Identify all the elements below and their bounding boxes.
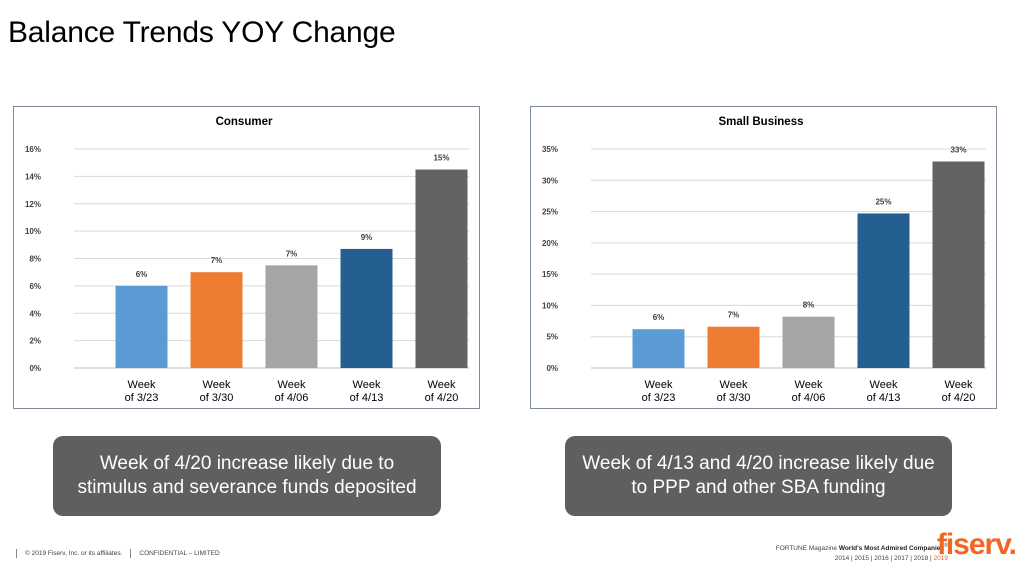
y-tick-label: 0% — [546, 364, 558, 373]
y-tick-label: 6% — [29, 282, 41, 291]
x-tick-label: Week — [428, 379, 456, 391]
footer-divider — [16, 549, 17, 558]
confidential-text: CONFIDENTIAL – LIMITED — [139, 550, 220, 558]
x-tick-label: of 3/30 — [717, 392, 751, 404]
x-tick-label: Week — [795, 379, 823, 391]
x-tick-label: of 3/23 — [125, 392, 159, 404]
bar-1 — [632, 329, 685, 368]
data-label: 7% — [211, 256, 223, 265]
y-tick-label: 4% — [29, 309, 41, 318]
bar-1 — [115, 285, 168, 368]
small-business-chart: Small Business 0% 5% 10% 15% 20% 25% 30% 35% 6% We… — [530, 106, 997, 409]
data-label: 9% — [361, 233, 373, 242]
y-tick-label: 15% — [542, 270, 558, 279]
footer-divider — [130, 549, 132, 558]
small-business-callout-text: Week of 4/13 and 4/20 increase likely du… — [582, 453, 935, 498]
chart-title: Consumer — [216, 116, 273, 128]
y-tick-label: 14% — [25, 172, 41, 181]
x-tick-label: Week — [720, 379, 748, 391]
x-tick-label: of 4/20 — [942, 392, 976, 404]
data-label: 25% — [875, 197, 891, 206]
y-tick-label: 35% — [542, 145, 558, 154]
fortune-line: FORTUNE Magazine World's Most Admired Co… — [776, 541, 948, 554]
data-label: 33% — [950, 146, 966, 155]
bar-4 — [340, 248, 393, 368]
x-tick-label: of 4/06 — [792, 392, 826, 404]
x-tick-label: of 4/13 — [867, 392, 901, 404]
x-tick-label: Week — [203, 379, 231, 391]
data-label: 15% — [433, 154, 449, 163]
years-highlight: 2019 — [933, 555, 948, 563]
bar-5 — [932, 161, 985, 368]
bar-5 — [415, 169, 468, 368]
y-tick-label: 8% — [29, 255, 41, 264]
footer-left: © 2019 Fiserv, Inc. or its affiliates. CO… — [16, 549, 220, 558]
x-tick-label: of 4/20 — [425, 392, 459, 404]
data-label: 7% — [286, 249, 298, 258]
fortune-bold: World's Most Admired Companies — [838, 545, 945, 553]
data-label: 8% — [803, 301, 815, 310]
years-plain: 2014 | 2015 | 2016 | 2017 | 2018 | — [834, 555, 934, 563]
y-tick-label: 10% — [542, 301, 558, 310]
small-business-callout: Week of 4/13 and 4/20 increase likely du… — [565, 436, 952, 516]
chart-title: Small Business — [718, 116, 803, 128]
x-tick-label: Week — [278, 379, 306, 391]
bar-3 — [782, 316, 835, 368]
bar-4 — [857, 213, 910, 368]
x-tick-label: Week — [128, 379, 156, 391]
x-tick-label: Week — [945, 379, 973, 391]
x-tick-label: of 3/30 — [200, 392, 234, 404]
y-tick-label: 5% — [546, 333, 558, 342]
y-tick-label: 12% — [25, 200, 41, 209]
y-tick-label: 2% — [29, 337, 41, 346]
x-tick-label: of 3/23 — [642, 392, 676, 404]
y-tick-label: 25% — [542, 208, 558, 217]
x-tick-label: Week — [353, 379, 381, 391]
y-tick-label: 0% — [29, 364, 41, 373]
fiserv-logo: fiserv. — [936, 528, 1017, 561]
x-tick-label: Week — [645, 379, 673, 391]
consumer-callout-text: Week of 4/20 increase likely due to stim… — [77, 453, 417, 498]
y-tick-label: 20% — [542, 239, 558, 248]
consumer-callout: Week of 4/20 increase likely due to stim… — [53, 436, 441, 516]
copyright-text: © 2019 Fiserv, Inc. or its affiliates. — [25, 550, 123, 558]
fortune-prefix: FORTUNE Magazine — [775, 545, 839, 553]
fortune-reg: ® — [944, 543, 948, 549]
data-label: 6% — [136, 270, 148, 279]
x-tick-label: Week — [870, 379, 898, 391]
x-tick-label: of 4/06 — [275, 392, 309, 404]
bar-2 — [707, 326, 760, 368]
consumer-chart: Consumer 0% 2% 4% 6% 8% 10% 12% 14% 16% 6% Week of 3… — [13, 106, 480, 409]
page-title: Balance Trends YOY Change — [8, 16, 396, 49]
y-tick-label: 30% — [542, 176, 558, 185]
bar-2 — [190, 272, 243, 368]
y-tick-label: 16% — [25, 145, 41, 154]
x-tick-label: of 4/13 — [350, 392, 384, 404]
data-label: 7% — [728, 311, 740, 320]
data-label: 6% — [653, 313, 665, 322]
award-years: 2014 | 2015 | 2016 | 2017 | 2018 | 2019 — [776, 554, 948, 564]
small-business-chart-svg: Small Business 0% 5% 10% 15% 20% 25% 30% 35% 6% We… — [542, 116, 986, 404]
y-tick-label: 10% — [25, 227, 41, 236]
footer-award: FORTUNE Magazine World's Most Admired Co… — [776, 541, 948, 564]
bar-3 — [265, 265, 318, 368]
